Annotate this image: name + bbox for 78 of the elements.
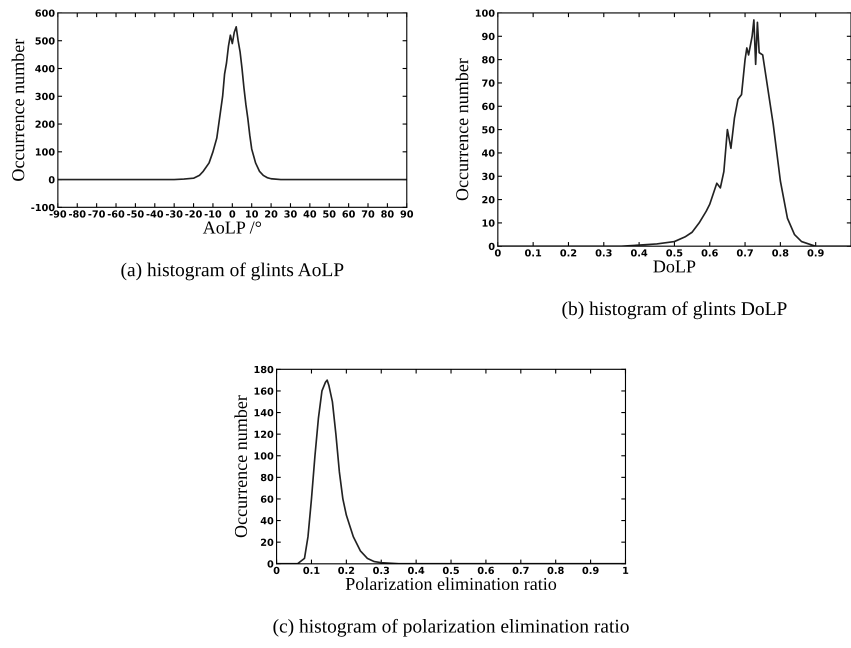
y-tick-label: 40	[260, 517, 274, 524]
x-tick-label: 80	[381, 210, 394, 218]
x-tick-label: 0.5	[666, 249, 682, 257]
x-tick-label: 90	[400, 210, 414, 218]
y-tick-label: 600	[35, 9, 55, 17]
x-tick-label: 50	[323, 210, 336, 218]
x-tick-label: 40	[304, 210, 316, 218]
x-tick-label: 70	[362, 210, 374, 218]
x-tick-label: -60	[108, 210, 124, 218]
x-tick-label: 0.7	[736, 249, 753, 257]
text: (a) histogram of glints AoLP	[121, 262, 344, 280]
y-tick-label: 90	[482, 32, 495, 40]
x-tick-label: 0.9	[808, 249, 824, 257]
y-tick-label: 100	[254, 452, 274, 460]
x-tick-label: 0.3	[596, 249, 612, 257]
x-tick-label: 0.6	[478, 566, 494, 574]
x-tick-label: 0.6	[702, 249, 718, 257]
y-tick-label: 100	[476, 9, 495, 17]
x-tick-label: 0.8	[772, 249, 788, 257]
y-tick-label: 120	[254, 430, 274, 438]
y-tick-label: 500	[36, 37, 55, 45]
y-tick-label: 160	[254, 387, 274, 395]
x-tick-label: -40	[146, 210, 164, 218]
text: (c) histogram of polarization elimination ratio	[273, 618, 629, 637]
x-tick-label: 30	[284, 210, 297, 218]
x-tick-label: 0.2	[338, 566, 354, 574]
x-tick-label: -80	[68, 210, 86, 218]
y-tick-label: 0	[488, 242, 495, 250]
x-tick-label: 0.3	[373, 566, 390, 574]
y-tick-label: 200	[36, 120, 55, 128]
y-tick-label: 60	[482, 102, 495, 110]
x-tick-label: 0.4	[408, 566, 424, 574]
y-axis-title: Occurrence number	[456, 58, 468, 200]
y-tick-label: 40	[482, 149, 495, 157]
y-tick-label: -100	[31, 204, 55, 212]
x-tick-label: 0.1	[303, 566, 320, 574]
x-tick-label: 0.7	[512, 566, 529, 574]
y-tick-label: 300	[35, 92, 55, 100]
y-tick-label: 10	[482, 219, 495, 227]
y-tick-label: 0	[48, 176, 55, 184]
y-tick-label: 100	[36, 148, 55, 156]
y-tick-label: 20	[482, 196, 495, 204]
y-tick-label: 180	[254, 366, 274, 374]
y-tick-label: 80	[482, 56, 495, 64]
x-tick-label: 60	[342, 210, 355, 218]
y-tick-label: 30	[482, 172, 495, 180]
x-tick-label: 0.5	[442, 566, 459, 574]
x-tick-label: -20	[185, 210, 202, 218]
x-tick-label: 0	[274, 566, 280, 574]
x-tick-label: 0.1	[525, 249, 542, 257]
x-tick-label: -50	[127, 210, 144, 218]
y-tick-label: 60	[260, 495, 274, 503]
y-tick-label: 400	[35, 64, 55, 72]
y-tick-label: 70	[482, 79, 495, 87]
x-tick-label: 10	[246, 210, 258, 218]
x-tick-label: 1	[623, 566, 628, 574]
x-tick-label: -90	[50, 210, 66, 218]
text: (b) histogram of glints DoLP	[562, 301, 787, 320]
line-series	[58, 26, 407, 180]
x-axis-title: Polarization elimination ratio	[346, 577, 556, 590]
y-tick-label: 50	[482, 126, 495, 134]
x-tick-label: 0	[494, 249, 501, 257]
x-tick-label: 0	[229, 210, 236, 218]
x-tick-label: 0.4	[630, 249, 648, 257]
x-tick-label: -30	[166, 210, 182, 218]
x-tick-label: -70	[88, 210, 105, 218]
x-tick-label: 0.8	[548, 566, 564, 574]
x-tick-label: 0.2	[560, 249, 576, 257]
x-axis-title: AoLP /°	[202, 221, 262, 234]
y-axis-title: Occurrence number	[12, 38, 24, 181]
y-axis-title: Occurrence number	[234, 395, 248, 538]
x-tick-label: -10	[204, 210, 222, 218]
x-axis-title: DoLP	[653, 260, 696, 273]
y-tick-label: 140	[254, 409, 274, 416]
y-tick-label: 20	[261, 538, 274, 546]
y-tick-label: 0	[268, 560, 274, 568]
y-tick-label: 80	[260, 474, 274, 482]
x-tick-label: 0.9	[582, 566, 599, 574]
